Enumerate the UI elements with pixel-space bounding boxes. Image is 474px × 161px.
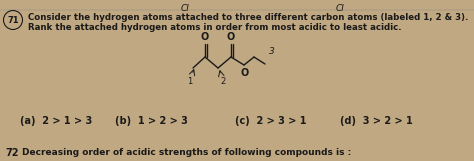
Text: O: O (201, 32, 209, 42)
Text: CI: CI (336, 4, 345, 13)
Text: 2: 2 (220, 77, 226, 86)
Text: O: O (241, 68, 249, 78)
Text: (a)  2 > 1 > 3: (a) 2 > 1 > 3 (20, 116, 92, 126)
Circle shape (3, 10, 22, 29)
Text: 71: 71 (7, 15, 19, 24)
Text: 72: 72 (5, 148, 18, 158)
Text: Rank the attached hydrogen atoms in order from most acidic to least acidic.: Rank the attached hydrogen atoms in orde… (28, 23, 401, 32)
Text: 1: 1 (187, 77, 192, 86)
Text: Consider the hydrogen atoms attached to three different carbon atoms (labeled 1,: Consider the hydrogen atoms attached to … (28, 13, 468, 22)
Text: O: O (227, 32, 235, 42)
Text: (c)  2 > 3 > 1: (c) 2 > 3 > 1 (235, 116, 307, 126)
Text: Decreasing order of acidic strengths of following compounds is :: Decreasing order of acidic strengths of … (22, 148, 351, 157)
Text: (d)  3 > 2 > 1: (d) 3 > 2 > 1 (340, 116, 413, 126)
Text: 3: 3 (269, 47, 275, 56)
Text: (b)  1 > 2 > 3: (b) 1 > 2 > 3 (115, 116, 188, 126)
Text: CI: CI (181, 4, 190, 13)
